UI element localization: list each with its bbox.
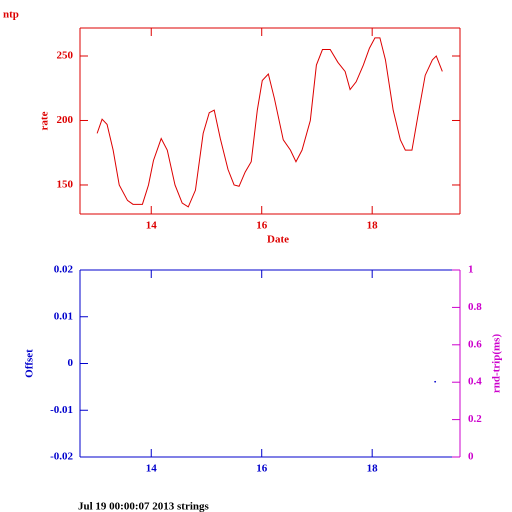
y-tick-label: 0.02 (54, 264, 74, 276)
y-tick-label: -0.02 (50, 451, 73, 463)
y-axis-label: rate (39, 111, 51, 130)
y-axis-label: Offset (24, 349, 36, 378)
chart-title: ntp (3, 9, 19, 21)
y-tick-label: 250 (57, 50, 74, 62)
y2-tick-label: 0.6 (468, 338, 482, 350)
y2-tick-label: 0.4 (468, 376, 482, 388)
x-axis-label: Date (267, 234, 289, 246)
x-tick-label: 18 (367, 463, 379, 475)
x-tick-label: 16 (256, 463, 268, 475)
x-tick-label: 16 (256, 220, 268, 232)
y2-tick-label: 0.2 (468, 413, 482, 425)
x-tick-label: 14 (146, 220, 158, 232)
footer: Jul 19 00:00:07 2013 strings (78, 501, 210, 512)
y-tick-label: 0.01 (54, 310, 73, 322)
y2-tick-label: 1 (468, 264, 474, 276)
y2-tick-label: 0 (468, 451, 474, 463)
y-tick-label: 0 (68, 357, 74, 369)
y-tick-label: 150 (57, 179, 74, 191)
y-tick-label: -0.01 (50, 404, 73, 416)
x-tick-label: 18 (367, 220, 379, 232)
y2-tick-label: 0.8 (468, 301, 482, 313)
x-tick-label: 14 (146, 463, 158, 475)
data-point (434, 380, 437, 383)
data-line (96, 37, 443, 208)
y-tick-label: 200 (57, 114, 74, 126)
y2-axis-label: rnd-trip(ms) (491, 334, 503, 394)
